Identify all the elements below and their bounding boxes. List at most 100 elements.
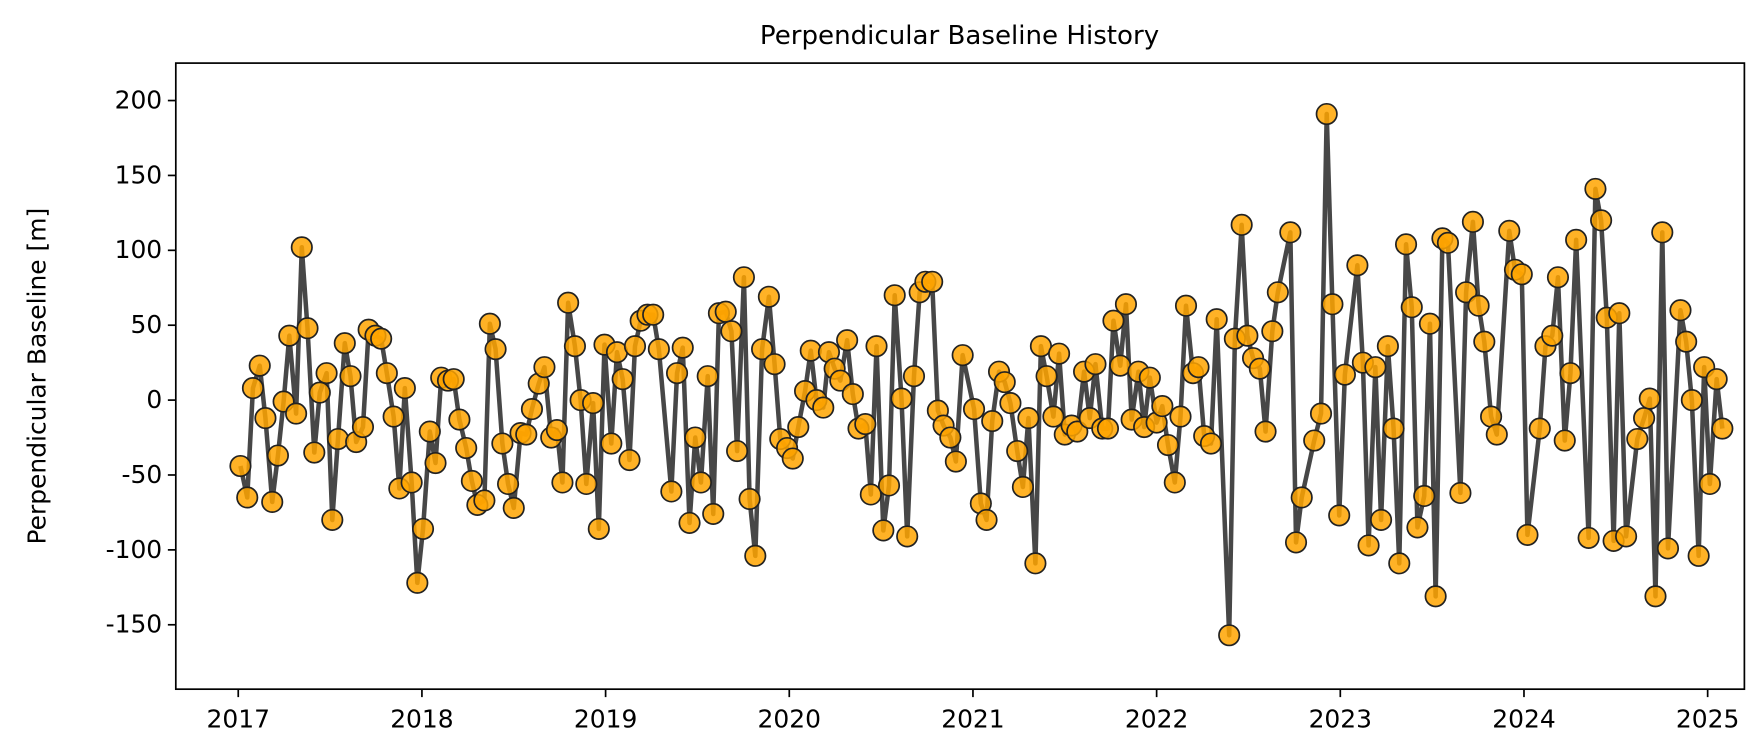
data-point xyxy=(1400,296,1423,319)
data-point xyxy=(877,474,901,497)
data-point xyxy=(351,416,375,439)
data-point xyxy=(1321,293,1344,316)
data-point xyxy=(1559,362,1582,385)
data-point xyxy=(1096,417,1120,440)
data-point xyxy=(1357,534,1380,557)
data-point xyxy=(557,291,580,314)
data-point xyxy=(999,392,1022,415)
data-point xyxy=(671,336,694,359)
data-point xyxy=(575,472,598,496)
y-tick-label: 50 xyxy=(130,310,162,339)
data-point xyxy=(1418,312,1441,335)
data-point xyxy=(1633,407,1656,430)
data-point xyxy=(1565,228,1588,251)
data-point xyxy=(582,392,605,415)
data-point xyxy=(1638,387,1661,410)
data-point xyxy=(1510,263,1533,286)
data-point xyxy=(1590,209,1613,232)
y-axis-label: Perpendicular Baseline [m] xyxy=(22,208,51,545)
data-point xyxy=(1333,363,1356,386)
data-point xyxy=(1169,405,1192,428)
data-point xyxy=(1541,324,1564,347)
data-point xyxy=(1309,402,1333,425)
data-point xyxy=(442,368,465,391)
data-point xyxy=(248,354,271,377)
y-tick-label: 0 xyxy=(146,385,162,414)
data-point xyxy=(1455,281,1478,304)
data-point xyxy=(1395,233,1418,256)
x-tick-label: 2021 xyxy=(941,705,1004,734)
data-point xyxy=(315,362,338,385)
data-point xyxy=(1364,356,1387,379)
data-point xyxy=(1248,357,1271,380)
data-point xyxy=(975,508,998,531)
data-point xyxy=(921,270,944,293)
data-point xyxy=(1461,210,1484,233)
data-point xyxy=(1467,294,1490,317)
x-tick-label: 2023 xyxy=(1309,705,1372,734)
data-point xyxy=(1687,544,1710,567)
y-tick-label: 150 xyxy=(115,160,163,189)
data-point xyxy=(478,312,501,335)
data-point xyxy=(1163,471,1186,494)
chart-title: Perpendicular Baseline History xyxy=(760,21,1159,51)
data-point xyxy=(285,402,308,425)
data-point xyxy=(993,371,1016,394)
x-tick-label: 2025 xyxy=(1676,705,1739,734)
x-tick-label: 2019 xyxy=(574,705,637,734)
data-point xyxy=(1017,407,1040,430)
plot-frame xyxy=(174,62,1746,691)
data-point xyxy=(1035,365,1058,388)
plot-area: -150 -100 -50 0 50 100 150 200 2017 2018 2019 2020 2… xyxy=(106,85,1740,733)
data-point xyxy=(854,413,877,436)
data-point xyxy=(944,450,967,473)
data-point xyxy=(1656,537,1680,560)
data-point xyxy=(836,329,859,352)
data-point xyxy=(738,487,761,511)
data-point xyxy=(1485,423,1508,446)
data-point xyxy=(1205,308,1228,331)
data-point xyxy=(497,472,520,496)
data-point xyxy=(1436,231,1459,254)
data-point xyxy=(902,365,926,388)
data-point xyxy=(660,480,683,503)
data-point xyxy=(623,335,647,358)
data-point xyxy=(1449,481,1472,505)
data-point xyxy=(732,266,755,289)
data-point xyxy=(1261,320,1284,343)
data-point xyxy=(326,427,350,451)
data-point xyxy=(1346,254,1369,277)
data-point xyxy=(382,405,405,428)
data-point xyxy=(1584,177,1607,200)
data-point xyxy=(1284,531,1308,554)
data-point xyxy=(642,303,665,326)
data-point xyxy=(520,398,544,421)
data-point xyxy=(563,335,586,358)
data-point xyxy=(1138,366,1161,389)
data-point xyxy=(1254,420,1277,443)
data-point xyxy=(1382,417,1405,440)
data-point xyxy=(1174,294,1198,317)
data-point xyxy=(1303,429,1326,452)
data-point xyxy=(1199,432,1223,455)
x-tick-label: 2018 xyxy=(390,705,453,734)
data-point xyxy=(962,398,986,421)
data-point xyxy=(841,383,864,406)
data-point xyxy=(1698,472,1721,496)
data-point xyxy=(1577,526,1600,549)
data-point xyxy=(491,432,514,455)
data-point xyxy=(812,396,835,419)
data-point xyxy=(696,365,719,388)
data-point xyxy=(1230,213,1253,236)
data-point xyxy=(460,469,483,493)
data-point xyxy=(545,418,568,442)
data-point xyxy=(714,300,737,323)
y-tick-label: -150 xyxy=(106,610,163,639)
data-point xyxy=(1236,324,1259,347)
data-point xyxy=(611,368,634,391)
data-point xyxy=(781,447,804,470)
data-point xyxy=(1156,433,1180,457)
data-point xyxy=(236,486,259,509)
data-point xyxy=(400,471,423,494)
